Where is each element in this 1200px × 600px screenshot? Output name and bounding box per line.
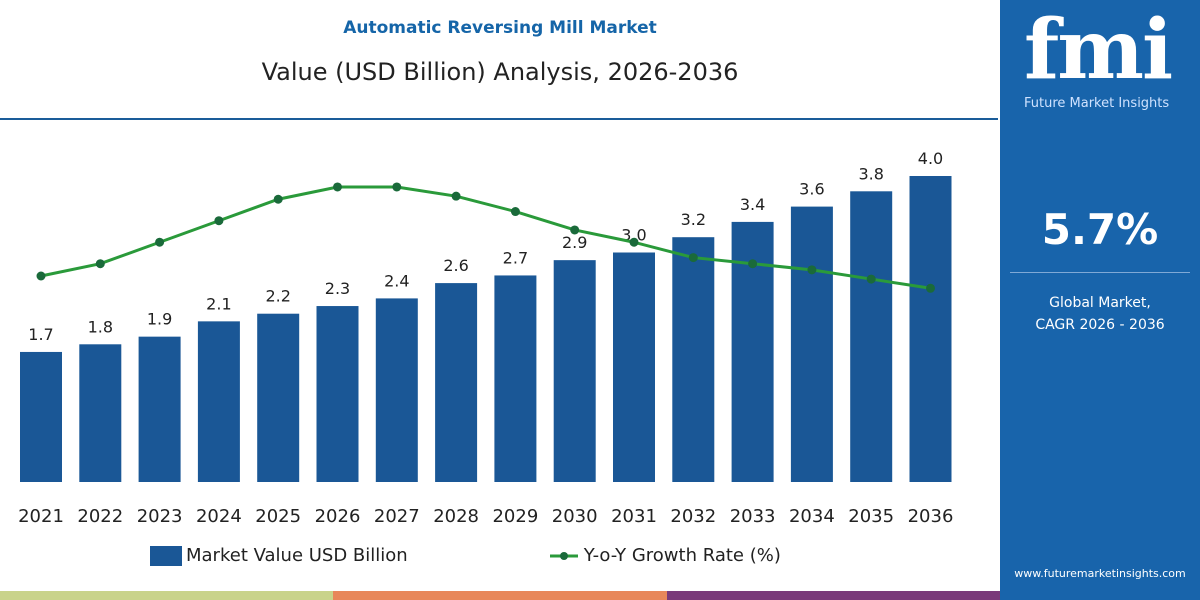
legend-line: Y-o-Y Growth Rate (%) [548, 545, 781, 566]
bar [138, 336, 181, 482]
x-tick-label: 2030 [552, 506, 598, 527]
growth-line [40, 185, 931, 290]
x-tick-label: 2029 [492, 506, 538, 527]
website-link[interactable]: www.futuremarketinsights.com [1014, 567, 1186, 580]
sidebar: fmi Future Market Insights 5.7% Global M… [1000, 0, 1200, 600]
bar-value-label: 2.9 [562, 233, 587, 252]
bar [375, 298, 418, 482]
growth-point [926, 283, 935, 293]
bar-value-label: 2.1 [206, 294, 231, 313]
chart: 1.7 2021 1.8 2022 1.9 2023 2.1 2024 2.2 2025 2.3 20… [18, 149, 954, 527]
growth-point [807, 265, 817, 275]
bar [553, 260, 596, 482]
chart-title: Automatic Reversing Mill Market [343, 18, 657, 38]
bar [672, 237, 715, 482]
bar [494, 275, 537, 482]
bar-value-label: 2.3 [325, 279, 350, 298]
bar-value-label: 1.9 [147, 310, 172, 329]
bar-value-label: 3.8 [858, 164, 883, 183]
growth-point [866, 274, 876, 284]
cagr-label-line1: Global Market, [1049, 295, 1151, 311]
bar [435, 283, 478, 482]
x-tick-label: 2028 [433, 506, 479, 527]
growth-point [451, 191, 461, 201]
legend-line-label: Y-o-Y Growth Rate (%) [583, 545, 781, 566]
growth-point [333, 182, 342, 192]
growth-point [688, 253, 698, 263]
x-tick-label: 2034 [789, 506, 835, 527]
growth-point [629, 237, 639, 247]
bar-value-label: 3.6 [799, 180, 824, 199]
logo-subtext: Future Market Insights [1024, 96, 1170, 111]
fmi-logo: fmi [1024, 2, 1173, 98]
x-tick-label: 2024 [196, 506, 242, 527]
legend-line-swatch [549, 551, 578, 560]
stripe [333, 591, 667, 600]
bar [316, 306, 359, 482]
legend-bar-label: Market Value USD Billion [186, 545, 408, 566]
stripe [666, 591, 1000, 600]
growth-point [510, 207, 520, 217]
legend: Market Value USD Billion Y-o-Y Growth Ra… [150, 545, 781, 566]
x-tick-label: 2023 [137, 506, 183, 527]
x-tick-label: 2026 [315, 506, 361, 527]
growth-point [570, 225, 580, 235]
legend-bar: Market Value USD Billion [150, 545, 408, 566]
bar [613, 252, 655, 482]
x-tick-label: 2027 [374, 506, 420, 527]
growth-point [155, 237, 165, 247]
growth-point [214, 216, 224, 226]
cagr-value: 5.7% [1041, 205, 1159, 254]
bar-value-label: 1.8 [88, 317, 113, 336]
divider [0, 118, 998, 120]
stripe [0, 591, 334, 600]
x-tick-label: 2033 [730, 506, 776, 527]
x-tick-label: 2032 [670, 506, 716, 527]
legend-bar-swatch [150, 545, 182, 566]
x-tick-label: 2031 [611, 506, 657, 527]
bar-value-label: 2.7 [503, 248, 528, 267]
bar [197, 321, 240, 482]
chart-subtitle: Value (USD Billion) Analysis, 2026-2036 [261, 58, 739, 86]
bar-value-label: 2.4 [384, 271, 409, 290]
x-tick-label: 2022 [77, 506, 123, 527]
growth-point [748, 259, 758, 269]
bar-value-label: 3.2 [681, 210, 706, 229]
bar [20, 351, 62, 482]
growth-point [36, 271, 46, 281]
divider [1010, 272, 1190, 273]
growth-point [95, 259, 105, 269]
bar [850, 191, 893, 483]
cagr-label: Global Market, CAGR 2026 - 2036 [1000, 292, 1200, 336]
x-tick-label: 2036 [908, 506, 954, 527]
bar-value-label: 2.2 [265, 287, 290, 306]
bar [909, 176, 952, 482]
bar [79, 344, 122, 482]
x-tick-label: 2035 [848, 506, 894, 527]
cagr-label-line2: CAGR 2026 - 2036 [1035, 317, 1165, 333]
bar-value-label: 3.4 [740, 195, 765, 214]
x-tick-label: 2025 [255, 506, 301, 527]
bar-value-label: 2.6 [443, 256, 468, 275]
bar [257, 313, 300, 482]
growth-point [392, 182, 402, 192]
bar [790, 206, 833, 482]
growth-point [273, 194, 283, 204]
bar-value-label: 1.7 [28, 325, 53, 344]
bar-value-label: 4.0 [918, 149, 943, 168]
footer-stripes [0, 591, 1000, 600]
x-tick-label: 2021 [18, 506, 64, 527]
